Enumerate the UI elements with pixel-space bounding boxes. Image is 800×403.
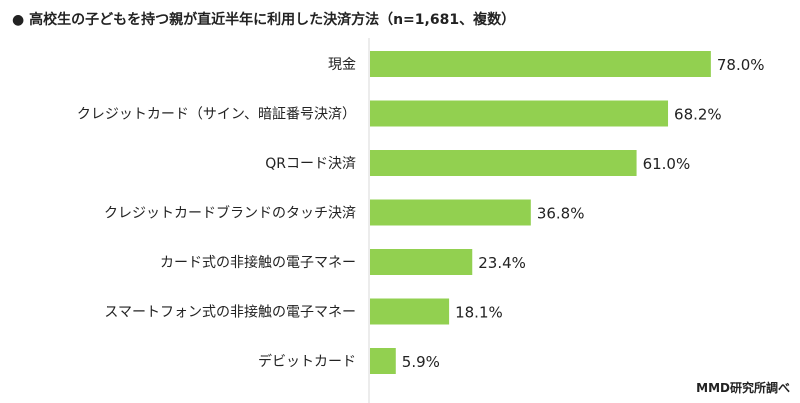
value-label-7: 5.9%: [402, 353, 440, 371]
value-label-3: 61.0%: [643, 155, 691, 173]
bar-6: [370, 298, 450, 325]
value-label-1: 78.0%: [717, 56, 765, 74]
category-label-3: QRコード決済: [265, 156, 356, 172]
value-label-6: 18.1%: [455, 304, 503, 322]
category-label-1: 現金: [328, 57, 356, 73]
bar-1: [370, 51, 711, 77]
bar-2: [370, 100, 669, 127]
category-label-4: クレジットカードブランドのタッチ決済: [104, 205, 356, 222]
value-label-5: 23.4%: [478, 254, 526, 272]
bars-group: 現金 78.0% クレジットカード（サイン、暗証番号決済） 68.2% QRコード決済 6…: [77, 51, 765, 374]
bar-4: [370, 199, 531, 226]
source-note: MMD研究所調べ: [696, 380, 790, 395]
bar-5: [370, 249, 473, 275]
bar-7: [370, 348, 396, 374]
chart-title: ● 高校生の子どもを持つ親が直近半年に利用した決済方法（n=1,681、複数）: [12, 11, 515, 28]
category-label-6: スマートフォン式の非接触の電子マネー: [104, 304, 356, 321]
value-label-2: 68.2%: [674, 106, 722, 124]
category-label-7: デビットカード: [258, 353, 356, 370]
category-label-5: カード式の非接触の電子マネー: [160, 254, 356, 271]
value-label-4: 36.8%: [537, 205, 585, 223]
bar-3: [370, 150, 637, 176]
category-label-2: クレジットカード（サイン、暗証番号決済）: [77, 107, 356, 123]
